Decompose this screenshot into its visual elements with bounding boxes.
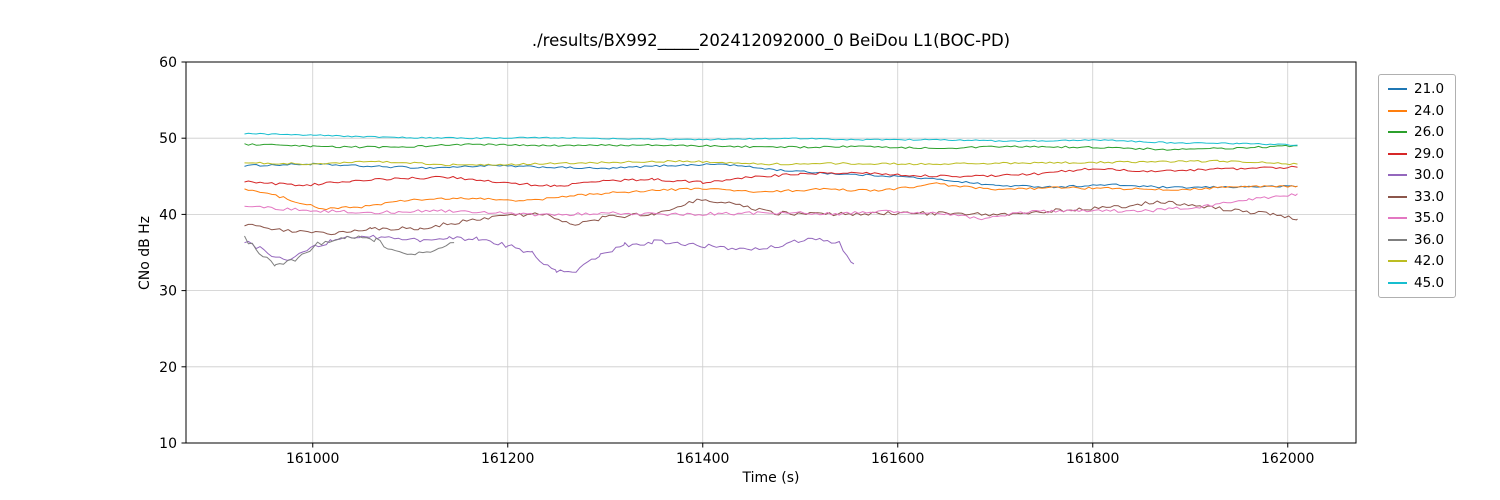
legend-label: 29.0 [1414,145,1445,162]
y-tick-label: 10 [159,436,177,452]
series-line-33.0 [244,198,1298,236]
series-lines [244,132,1298,273]
y-tick-label: 50 [159,131,177,147]
legend-line-swatch [1388,152,1407,155]
legend-line-swatch [1388,260,1407,262]
legend-item-24.0: 24.0 [1388,104,1444,118]
legend-item-33.0: 33.0 [1388,190,1444,204]
legend-item-29.0: 29.0 [1388,147,1444,161]
legend-line-swatch [1388,238,1407,241]
tick-marks [181,61,1289,448]
legend-label: 33.0 [1414,188,1445,205]
x-axis-label: Time (s) [742,470,800,486]
x-tick-label: 162000 [1261,451,1314,467]
legend-item-45.0: 45.0 [1388,276,1444,290]
series-line-30.0 [244,234,855,273]
legend-label: 30.0 [1414,167,1445,183]
series-line-45.0 [244,132,1298,146]
series-line-36.0 [244,235,455,267]
legend-item-26.0: 26.0 [1388,125,1444,139]
legend-label: 21.0 [1414,81,1445,97]
legend: 21.0 24.0 26.0 29.0 30.0 33.0 35.0 36.0 42.0 45.0 [1378,74,1457,298]
y-axis-label: CNo dB Hz [137,216,153,290]
legend-label: 36.0 [1414,231,1445,248]
series-line-42.0 [244,159,1298,167]
legend-line-swatch [1388,109,1407,112]
legend-label: 35.0 [1414,210,1445,226]
legend-label: 24.0 [1414,102,1445,119]
series-line-21.0 [244,162,1298,189]
legend-item-30.0: 30.0 [1388,168,1444,182]
grid-lines [186,61,1356,444]
legend-item-36.0: 36.0 [1388,233,1444,247]
legend-line-swatch [1388,88,1407,90]
x-tick-label: 161200 [481,451,534,467]
x-tick-label: 161600 [871,451,924,467]
legend-item-21.0: 21.0 [1388,82,1444,96]
y-tick-label: 40 [159,207,177,223]
x-tick-label: 161400 [676,451,729,467]
legend-line-swatch [1388,174,1407,176]
series-line-29.0 [244,165,1298,188]
tick-labels: 161000 161200 161400 161600 161800 162000 10 20… [159,55,1314,467]
axes-frame [185,61,1357,444]
legend-label: 45.0 [1414,274,1445,291]
chart-title: ./results/BX992_____202412092000_0 BeiDo… [532,31,1010,51]
y-tick-label: 30 [159,284,177,300]
legend-label: 42.0 [1414,253,1445,269]
legend-label: 26.0 [1414,124,1445,140]
y-tick-label: 20 [159,360,177,376]
series-line-35.0 [244,193,1298,221]
x-tick-label: 161800 [1066,451,1119,467]
y-tick-label: 60 [159,55,177,71]
x-tick-label: 161000 [286,451,339,467]
legend-line-swatch [1388,131,1407,133]
legend-item-35.0: 35.0 [1388,211,1444,225]
series-line-26.0 [244,143,1298,151]
legend-line-swatch [1388,217,1407,219]
legend-item-42.0: 42.0 [1388,254,1444,268]
legend-line-swatch [1388,195,1407,198]
series-line-24.0 [244,182,1298,211]
legend-line-swatch [1388,281,1407,284]
